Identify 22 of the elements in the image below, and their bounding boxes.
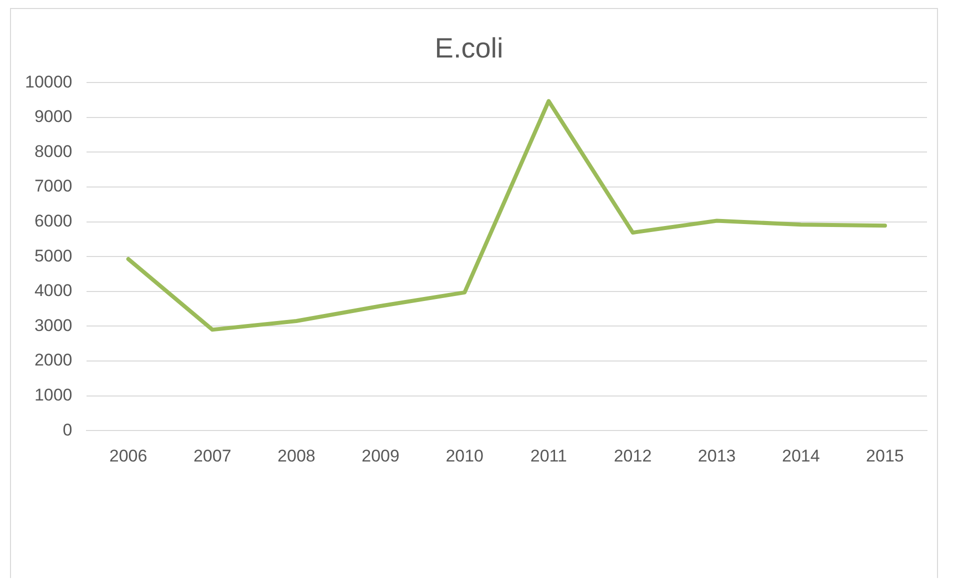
y-tick-label: 4000 [34, 281, 72, 300]
x-tick-label: 2015 [866, 446, 904, 466]
x-tick-label: 2010 [446, 446, 484, 466]
y-tick-label: 5000 [34, 246, 72, 266]
x-tick-label: 2006 [109, 446, 148, 466]
y-tick-label: 0 [62, 420, 72, 440]
x-tick-label: 2008 [278, 446, 316, 466]
y-tick-label: 2000 [34, 350, 72, 370]
y-tick-label: 3000 [34, 316, 72, 335]
x-tick-label: 2009 [362, 446, 400, 466]
y-tick-label: 8000 [34, 142, 72, 161]
y-tick-label: 7000 [34, 176, 72, 196]
y-tick-label: 9000 [34, 107, 72, 126]
y-tick-label: 6000 [34, 211, 72, 230]
x-tick-label: 2012 [614, 446, 652, 466]
chart-title: E.coli [434, 32, 504, 64]
x-tick-label: 2013 [698, 446, 736, 466]
x-tick-label: 2011 [530, 446, 567, 466]
x-tick-label: 2014 [782, 446, 820, 466]
x-tick-label: 2007 [193, 446, 232, 466]
y-tick-label: 1000 [34, 385, 72, 404]
y-tick-label: 10000 [24, 72, 72, 92]
